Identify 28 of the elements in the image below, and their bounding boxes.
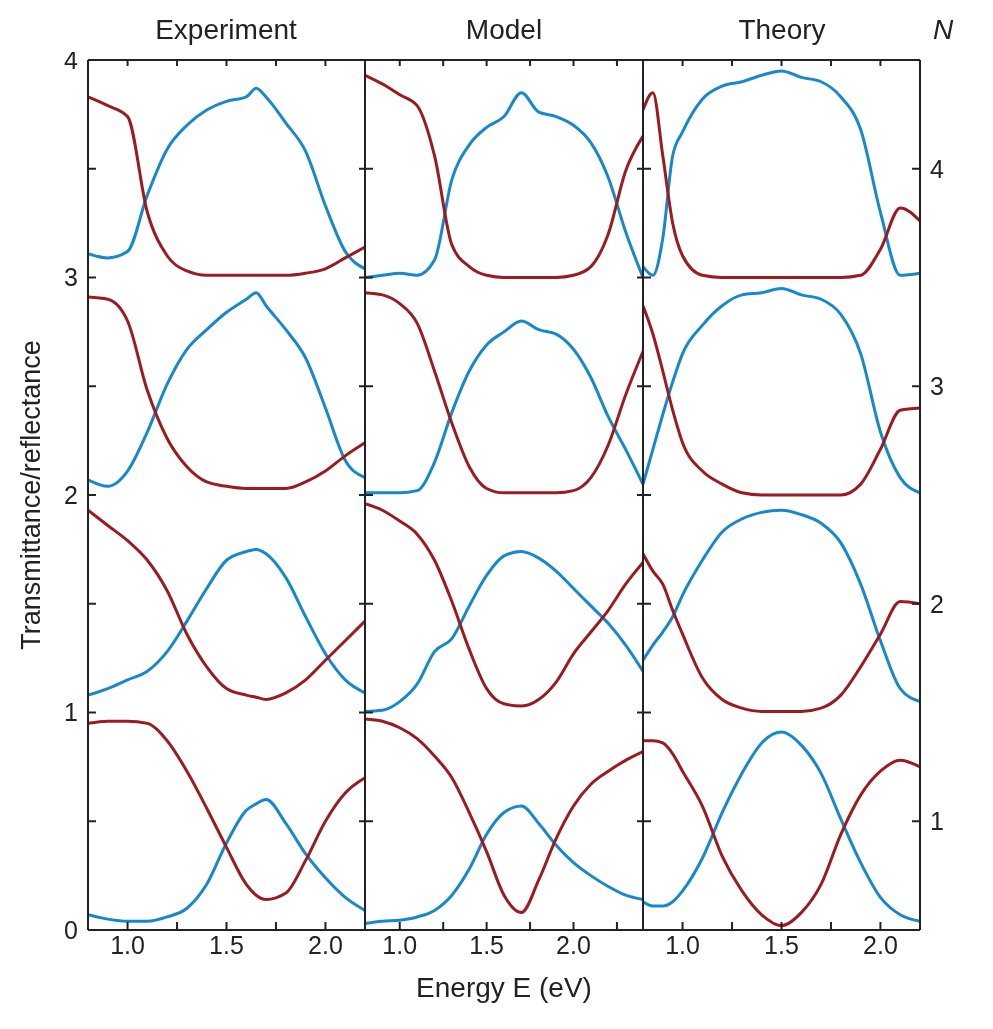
x-axis-title: Energy E (eV) <box>415 972 593 1004</box>
text: 3 <box>930 372 944 401</box>
y-axis-title: Transmittance/reflectance <box>15 340 46 650</box>
x-tick-label: 1.0 <box>665 930 700 959</box>
x-tick-label: 1.5 <box>209 930 244 959</box>
chart-title: Theory <box>737 13 827 47</box>
chart-title: Experiment <box>154 13 298 47</box>
x-tick-label: 1.0 <box>382 930 418 959</box>
chart-title: Model <box>464 13 544 47</box>
line-series <box>88 798 365 923</box>
x-tick-label: 1.0 <box>110 930 145 959</box>
y2-axis-title: N <box>931 13 955 47</box>
text: 1 <box>930 807 944 836</box>
text: 4 <box>930 154 944 183</box>
x-tick-label: 1.5 <box>469 930 505 959</box>
line-series <box>88 719 365 902</box>
y-tick-label: 2 <box>64 480 78 509</box>
text: 2 <box>930 589 944 618</box>
x-tick-label: 2.0 <box>863 930 898 959</box>
line-series <box>88 547 365 697</box>
x-tick-label: 2.0 <box>308 930 343 959</box>
line-series <box>88 508 365 701</box>
x-tick-label: 2.0 <box>556 930 591 959</box>
y-tick-label: 4 <box>64 45 79 74</box>
y-tick-label: 1 <box>64 698 78 727</box>
x-tick-label: 1.5 <box>764 930 799 959</box>
y-tick-label: 3 <box>64 263 78 292</box>
y-tick-label: 0 <box>64 915 78 944</box>
